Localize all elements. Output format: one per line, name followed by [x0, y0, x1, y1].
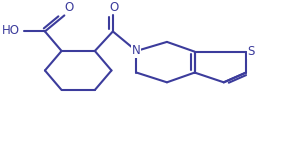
Text: O: O	[64, 1, 73, 14]
Text: N: N	[132, 45, 141, 57]
Text: S: S	[247, 45, 255, 58]
Text: O: O	[110, 1, 119, 14]
Text: HO: HO	[2, 24, 20, 37]
